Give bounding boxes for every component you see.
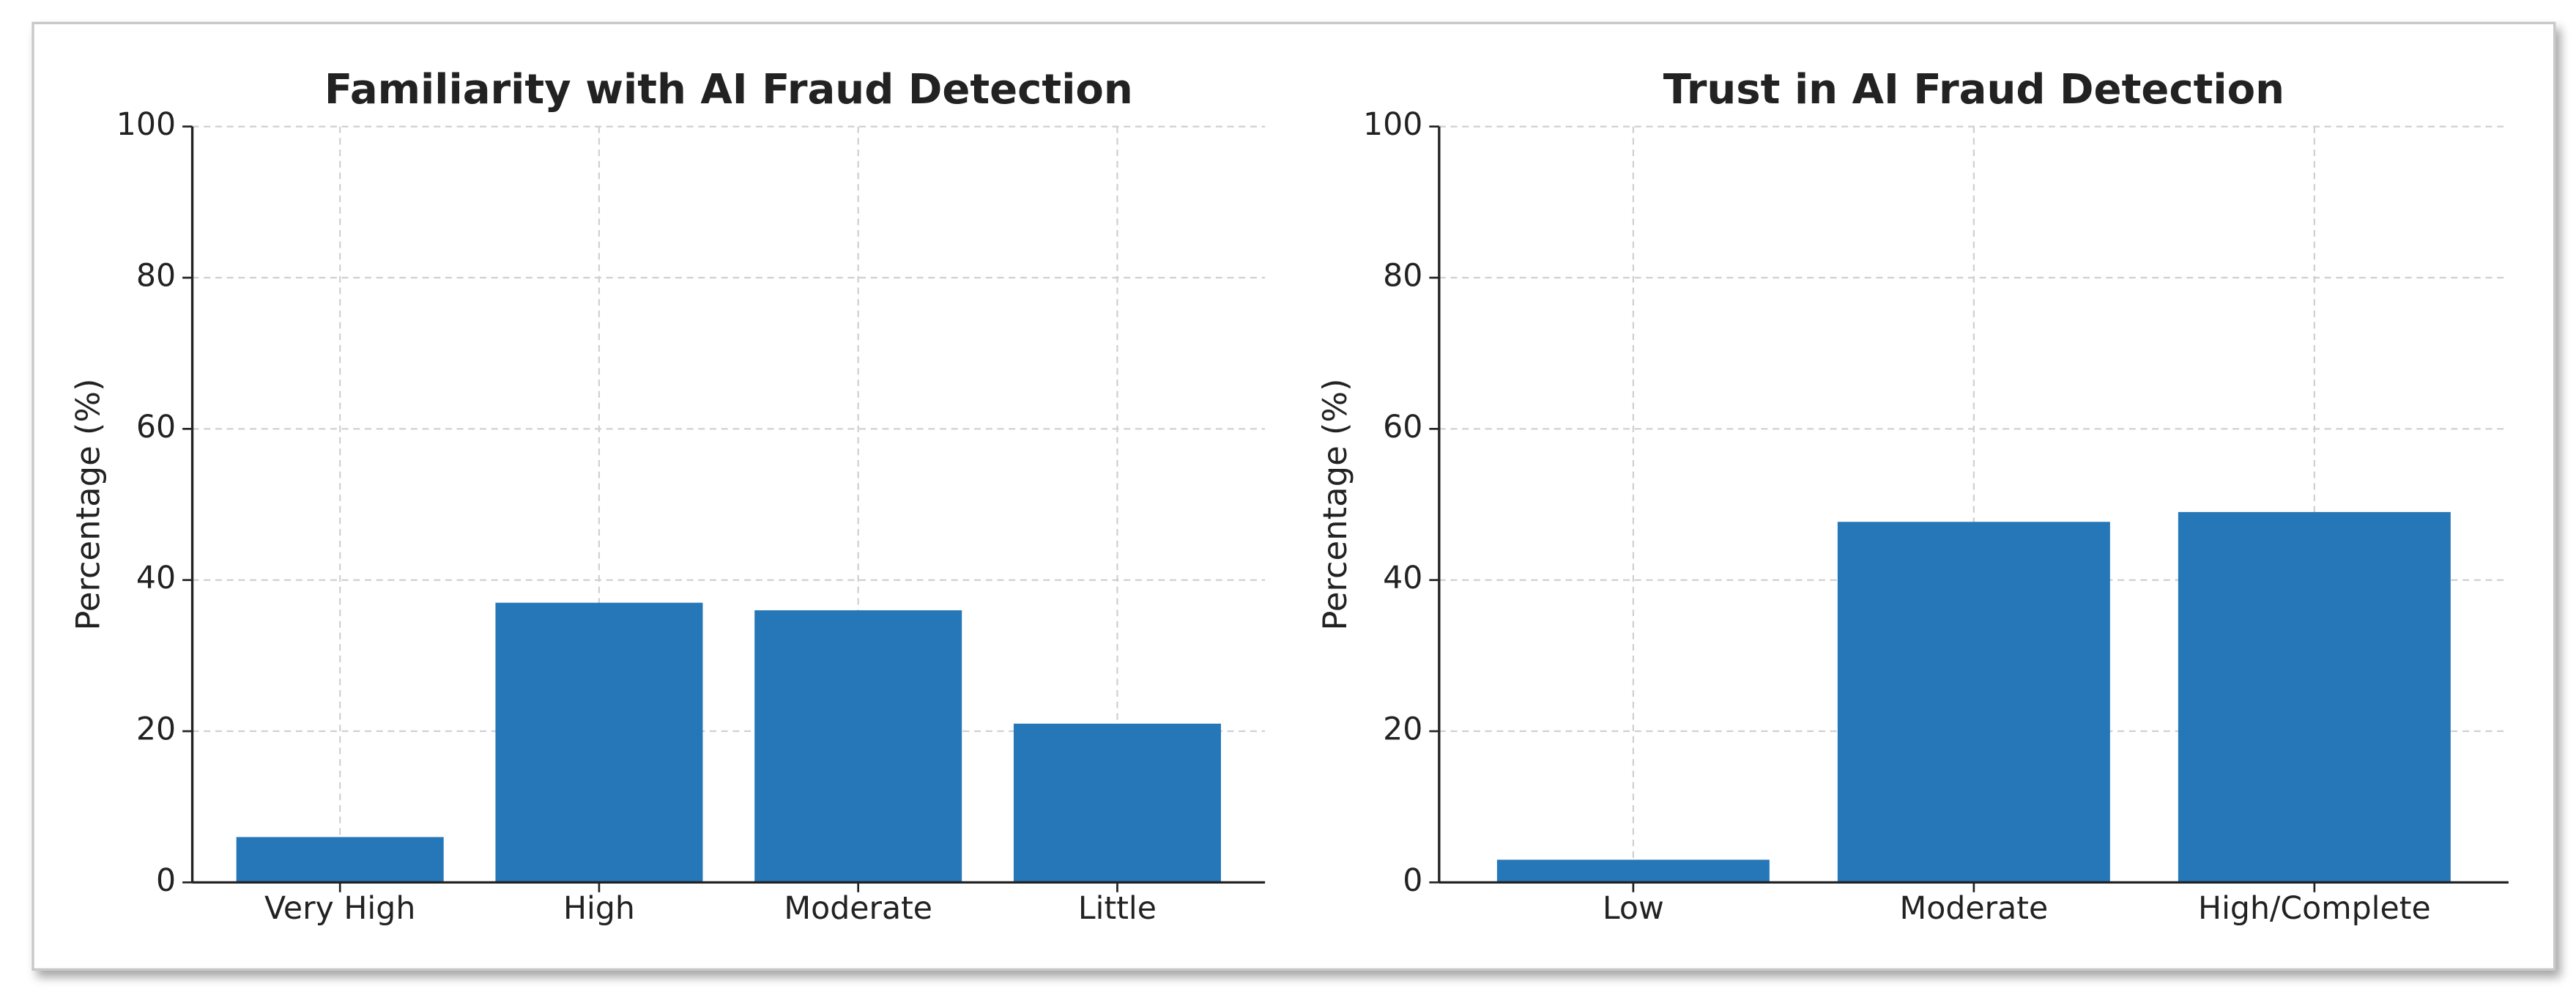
bar: [1837, 522, 2110, 883]
y-tick-label: 20: [1383, 711, 1422, 748]
y-tick-label: 100: [116, 106, 176, 143]
x-tick-label: Very High: [264, 890, 415, 927]
chart-title: Trust in AI Fraud Detection: [1663, 66, 2284, 114]
y-tick-label: 80: [136, 258, 176, 295]
bar: [2178, 511, 2451, 883]
x-tick-label: High/Complete: [2198, 890, 2431, 927]
y-tick-label: 20: [136, 711, 176, 748]
x-tick-label: Moderate: [1900, 890, 2049, 927]
x-tick-label: Moderate: [784, 890, 932, 927]
x-tick-label: Little: [1078, 890, 1157, 927]
bar: [236, 837, 444, 883]
y-tick-label: 100: [1363, 106, 1422, 143]
y-tick-label: 40: [136, 560, 176, 596]
bar: [754, 610, 962, 883]
chart-title: Familiarity with AI Fraud Detection: [324, 66, 1133, 114]
y-tick-label: 0: [156, 862, 176, 899]
y-tick-label: 60: [1383, 409, 1422, 445]
bar: [1496, 859, 1770, 883]
y-tick-label: 60: [136, 409, 176, 445]
x-tick-label: Low: [1603, 890, 1664, 927]
bar: [495, 602, 703, 883]
y-axis-label: Percentage (%): [69, 378, 108, 630]
y-tick-label: 40: [1383, 560, 1422, 596]
card: [31, 21, 2556, 971]
y-axis-label: Percentage (%): [1315, 378, 1354, 630]
y-tick-label: 0: [1403, 862, 1422, 899]
x-tick-label: High: [563, 890, 635, 927]
y-tick-label: 80: [1383, 258, 1422, 295]
bar: [1013, 723, 1221, 883]
